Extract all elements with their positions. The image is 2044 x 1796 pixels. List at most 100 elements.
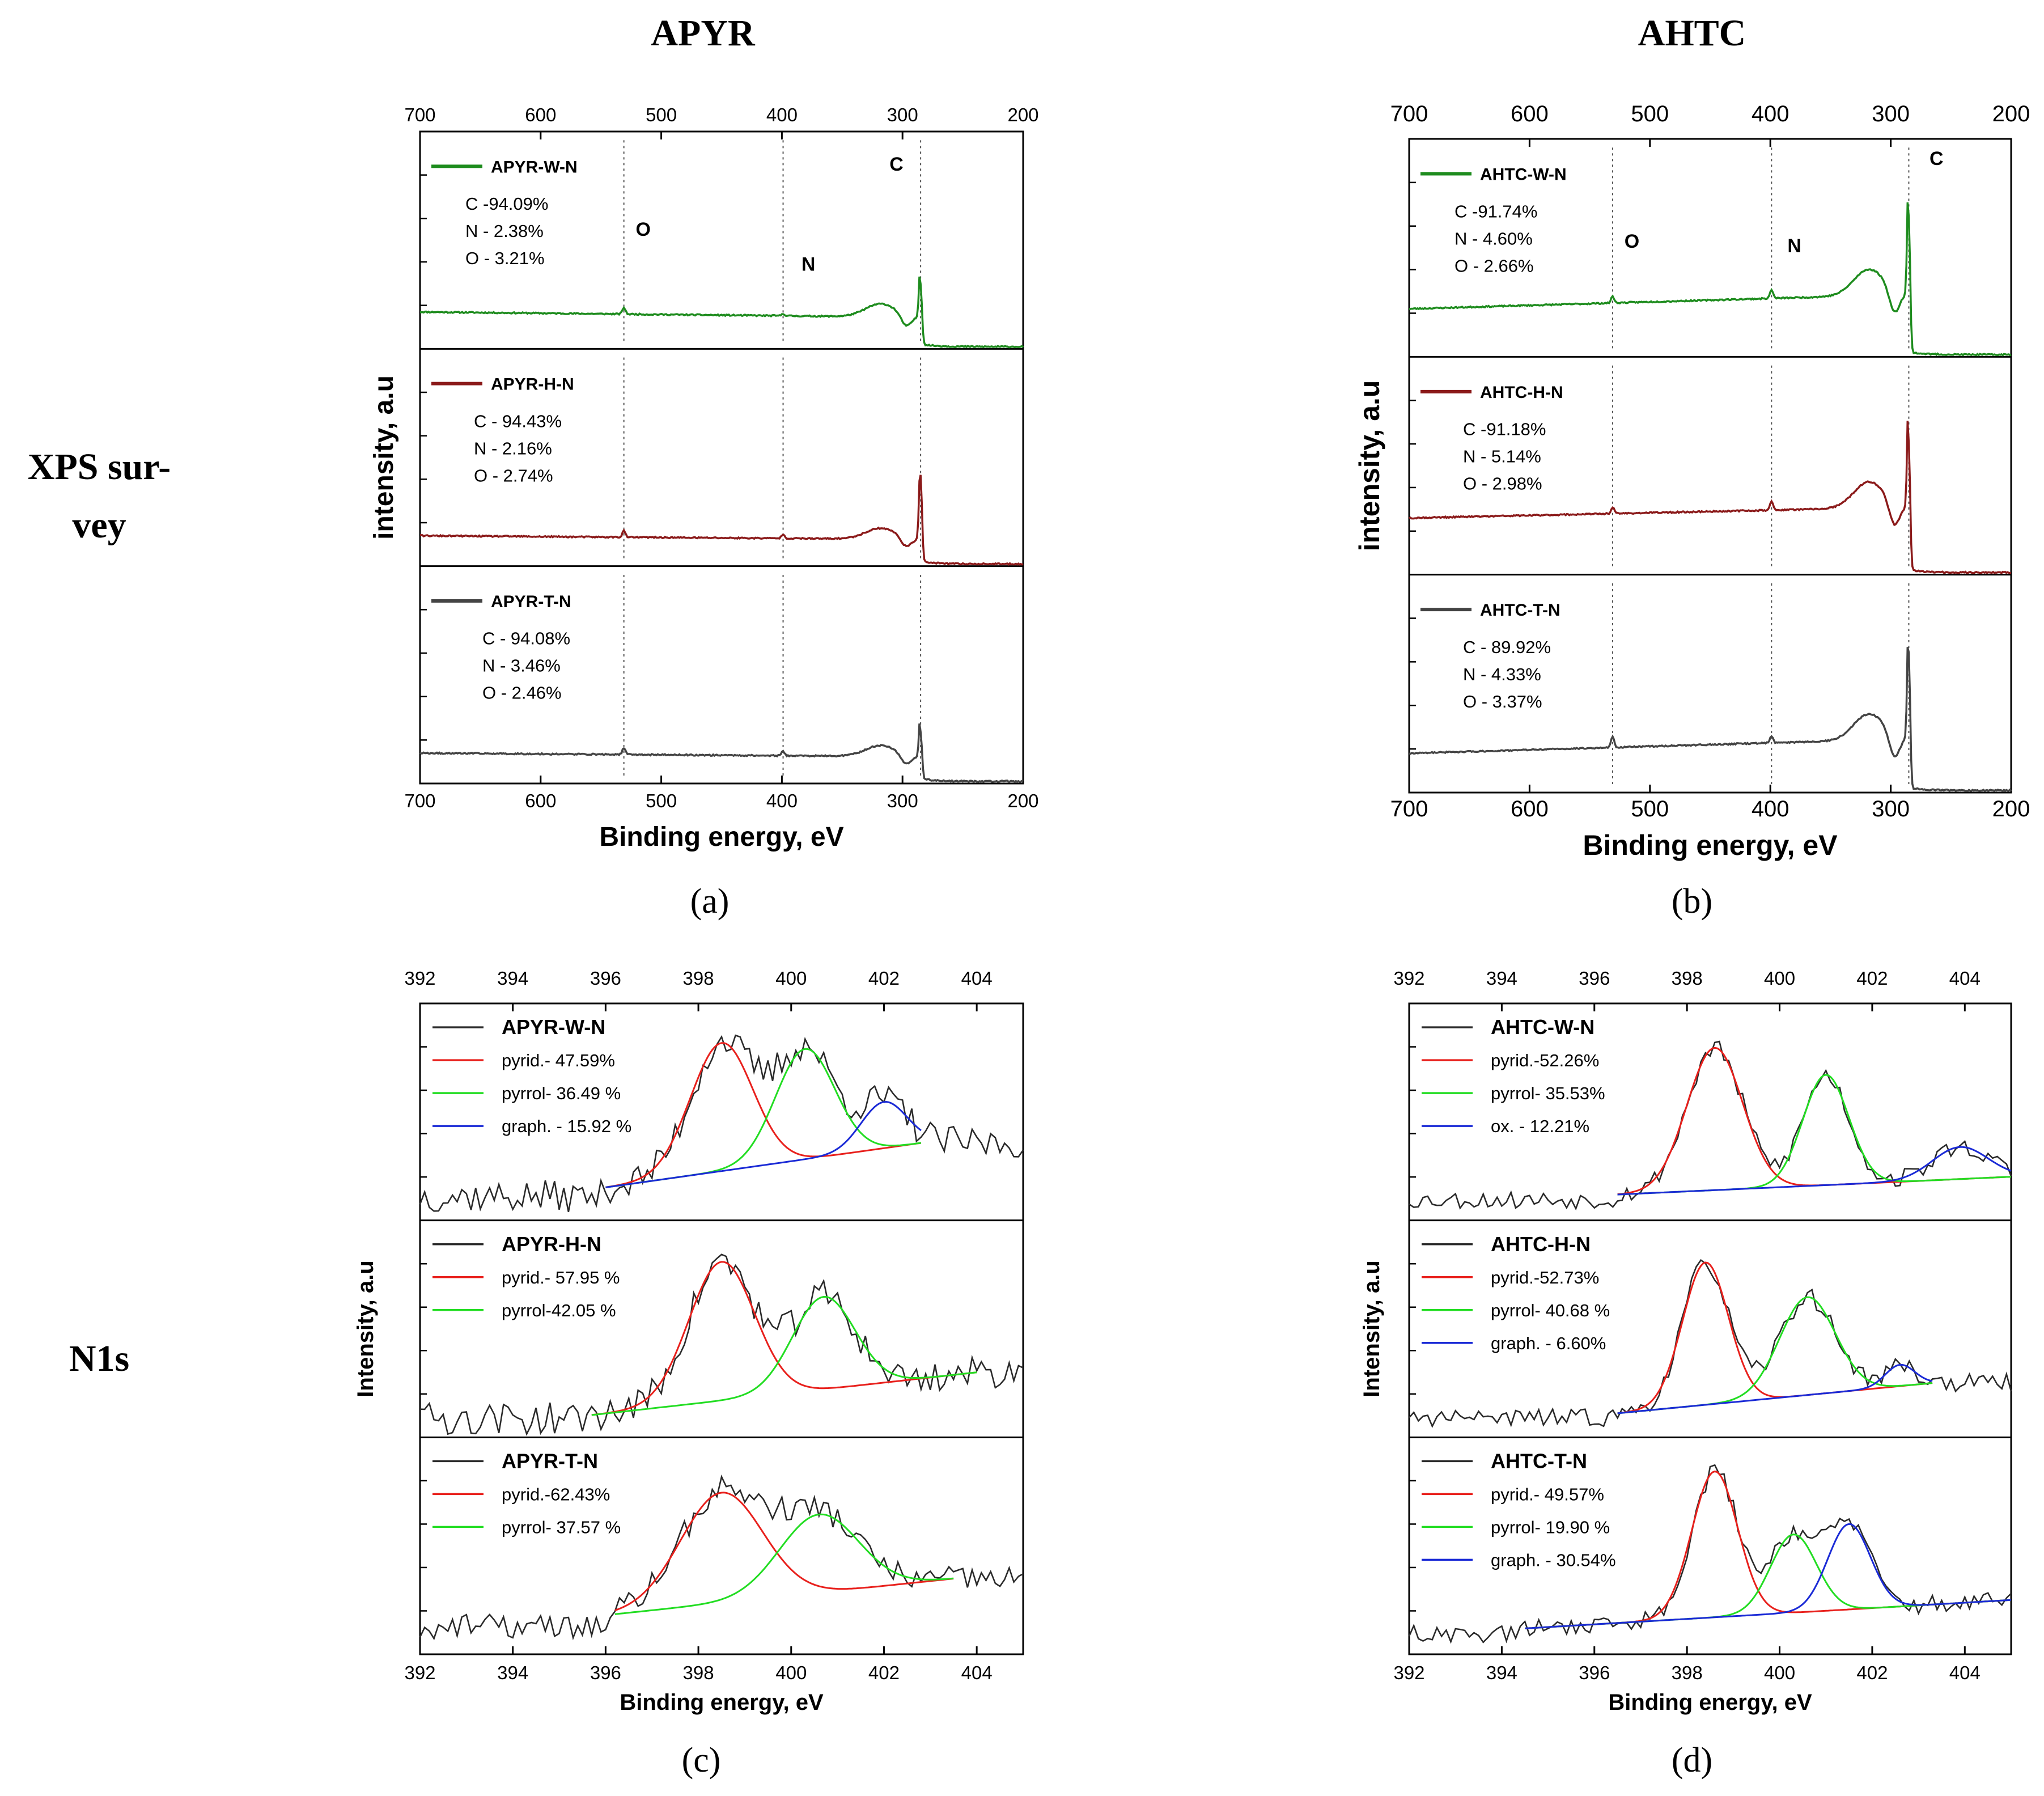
x-tick-label-bottom: 394 — [1486, 1662, 1517, 1683]
survey-panel-apyr: 700 700 600 600 500 500 400 400 300 300 200 200 Bind… — [369, 104, 1039, 852]
x-tick-label-bottom: 700 — [1390, 797, 1428, 821]
x-tick-label-bottom: 392 — [404, 1662, 435, 1683]
legend-label-pyrrol: pyrrol- 36.49 % — [502, 1083, 621, 1103]
y-axis-label: intensity, a.u — [1354, 380, 1385, 552]
column-title-apyr: APYR — [651, 12, 756, 54]
x-tick-label-top: 394 — [1486, 968, 1517, 989]
x-tick-label-bottom: 300 — [887, 790, 918, 811]
x-tick-label-bottom: 400 — [1752, 797, 1789, 821]
legend-label-ahtc-h-n: AHTC-H-N — [1480, 383, 1563, 402]
composition-text: N - 4.33% — [1463, 664, 1541, 684]
fit-component-pyrid — [614, 1492, 954, 1612]
row-title-survey-line2: vey — [72, 505, 126, 546]
composition-text: C - 89.92% — [1463, 637, 1551, 657]
x-tick-label-top: 398 — [683, 968, 714, 989]
x-tick-label-top: 200 — [1007, 104, 1038, 125]
x-tick-label-bottom: 400 — [775, 1662, 807, 1683]
y-axis-label: Intensity, a.u — [353, 1260, 378, 1397]
column-title-ahtc: AHTC — [1638, 12, 1746, 54]
panel-label-b: (b) — [1672, 882, 1712, 921]
x-tick-label-top: 402 — [1856, 968, 1888, 989]
composition-text: C -94.09% — [465, 194, 548, 214]
x-tick-label-bottom: 600 — [525, 790, 556, 811]
fit-component-pyrrol — [605, 1048, 922, 1188]
legend-label-graph: graph. - 6.60% — [1491, 1333, 1606, 1353]
spectrum-apyr-t-n — [419, 723, 1024, 783]
composition-text: C -91.18% — [1463, 420, 1546, 439]
x-tick-label-bottom: 700 — [404, 790, 435, 811]
plot-frame — [1408, 138, 2012, 794]
x-tick-label-top: 300 — [1872, 101, 1910, 126]
x-tick-label-top: 500 — [1631, 101, 1669, 126]
fit-component-graph — [605, 1100, 922, 1188]
x-tick-label-top: 700 — [404, 104, 435, 125]
legend-label-pyrrol: pyrrol- 40.68 % — [1491, 1301, 1610, 1320]
spectrum-ahtc-w-n — [1409, 202, 2012, 357]
fit-component-pyrid — [1617, 1261, 1933, 1414]
x-tick-label-top: 500 — [646, 104, 677, 125]
legend-label-ahtc-w-n: AHTC-W-N — [1491, 1015, 1595, 1039]
fit-component-graph — [1617, 1363, 1933, 1414]
x-tick-label-bottom: 400 — [1764, 1662, 1795, 1683]
legend-label-apyr-t-n: APYR-T-N — [491, 592, 571, 611]
composition-text: O - 2.98% — [1463, 474, 1542, 494]
x-tick-label-bottom: 200 — [1992, 797, 2030, 821]
n1s-panel-apyr: 392 392 394 394 396 396 398 398 400 400 402 402 404 4… — [353, 968, 1024, 1715]
fit-component-pyrid — [591, 1261, 977, 1416]
composition-text: N - 2.38% — [465, 221, 544, 241]
composition-text: C - 94.43% — [474, 411, 562, 431]
x-axis-label: Binding energy, eV — [1608, 1690, 1812, 1715]
x-tick-label-top: 392 — [1393, 968, 1424, 989]
x-tick-label-bottom: 392 — [1393, 1662, 1424, 1683]
legend-label-graph: graph. - 30.54% — [1491, 1550, 1616, 1570]
plot-frame — [419, 130, 1024, 785]
x-tick-label-top: 398 — [1672, 968, 1703, 989]
fit-component-graph — [1617, 1146, 2012, 1196]
legend-label-pyrid: pyrid.- 47.59% — [502, 1051, 615, 1070]
x-tick-label-bottom: 400 — [766, 790, 798, 811]
legend-label-graph: ox. - 12.21% — [1491, 1116, 1589, 1136]
raw-spectrum-apyr-w-n — [419, 1034, 1024, 1212]
x-tick-label-top: 402 — [868, 968, 900, 989]
x-tick-label-bottom: 402 — [868, 1662, 900, 1683]
raw-spectrum-ahtc-t-n — [1408, 1464, 2012, 1644]
x-tick-label-top: 404 — [1949, 968, 1981, 989]
composition-text: N - 5.14% — [1463, 447, 1541, 467]
legend-label-pyrid: pyrid.-62.43% — [502, 1484, 610, 1504]
peak-label-o: O — [1625, 231, 1639, 252]
x-tick-label-bottom: 500 — [646, 790, 677, 811]
survey-panel-ahtc: 700 700 600 600 500 500 400 400 300 300 200 200 Bind… — [1354, 101, 2030, 861]
x-tick-label-bottom: 398 — [683, 1662, 714, 1683]
x-tick-label-top: 400 — [766, 104, 798, 125]
fit-component-pyrrol — [614, 1513, 954, 1615]
x-tick-label-bottom: 396 — [1579, 1662, 1610, 1683]
peak-label-c: C — [889, 154, 904, 175]
legend-label-pyrrol: pyrrol- 37.57 % — [502, 1517, 621, 1537]
composition-text: N - 3.46% — [482, 656, 561, 676]
x-tick-label-bottom: 500 — [1631, 797, 1669, 821]
y-axis-label: intensity, a.u — [369, 375, 399, 540]
x-tick-label-bottom: 404 — [961, 1662, 993, 1683]
fit-component-graph — [1525, 1523, 2012, 1629]
row-title-n1s: N1s — [69, 1338, 129, 1379]
plot-frame — [1408, 1002, 2012, 1655]
x-tick-label-bottom: 402 — [1856, 1662, 1888, 1683]
x-tick-label-top: 200 — [1992, 101, 2030, 126]
raw-spectrum-ahtc-h-n — [1409, 1259, 2012, 1428]
panel-label-c: (c) — [682, 1741, 721, 1780]
x-tick-label-bottom: 404 — [1949, 1662, 1981, 1683]
x-tick-label-top: 700 — [1390, 101, 1428, 126]
legend-label-pyrrol: pyrrol-42.05 % — [502, 1301, 616, 1320]
x-tick-label-top: 394 — [497, 968, 528, 989]
legend-label-graph: graph. - 15.92 % — [502, 1116, 631, 1136]
spectrum-apyr-w-n — [419, 276, 1024, 349]
raw-spectrum-apyr-h-n — [419, 1253, 1024, 1436]
legend-label-pyrid: pyrid.-52.73% — [1491, 1268, 1599, 1287]
peak-label-n: N — [802, 253, 816, 275]
peak-label-n: N — [1787, 235, 1801, 257]
plot-frame — [419, 1002, 1024, 1655]
x-tick-label-top: 600 — [1511, 101, 1549, 126]
legend-label-pyrrol: pyrrol- 19.90 % — [1491, 1517, 1610, 1537]
legend-label-apyr-h-n: APYR-H-N — [502, 1232, 601, 1256]
row-title-survey-line1: XPS sur- — [28, 446, 171, 488]
